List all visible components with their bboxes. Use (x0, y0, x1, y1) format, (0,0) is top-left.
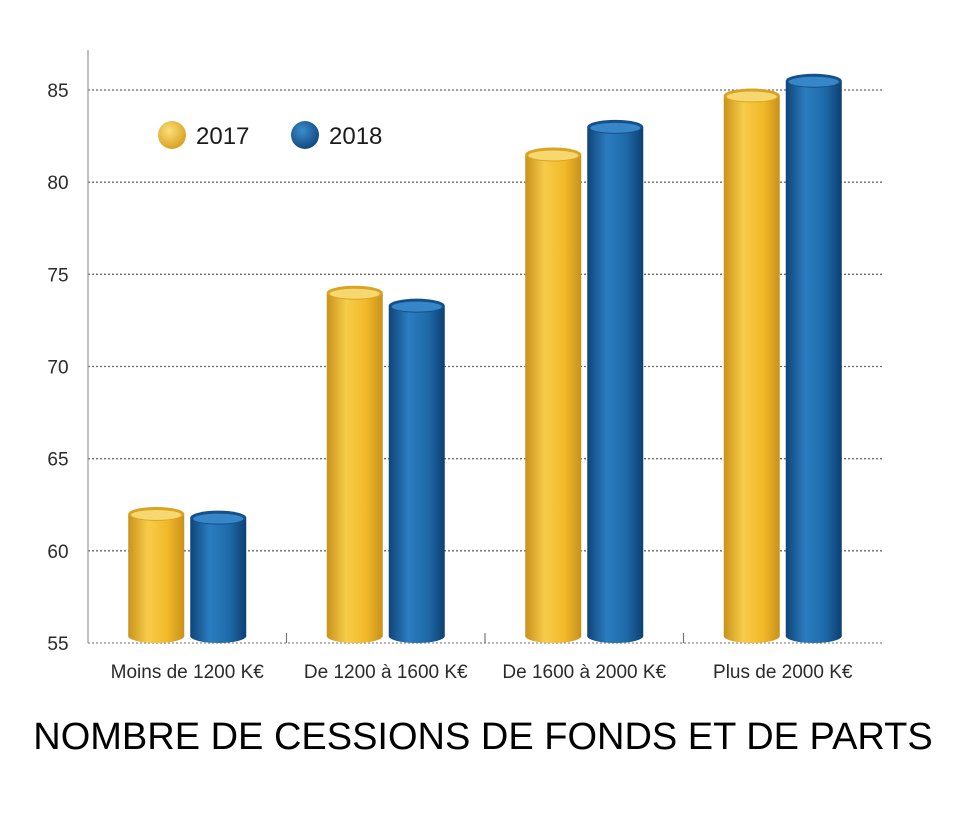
y-tick-label: 85 (47, 81, 68, 102)
bar-base (723, 629, 780, 643)
y-tick-label: 70 (47, 358, 68, 379)
bar-cap (391, 301, 442, 312)
bar-cap (590, 122, 641, 133)
bar-cap (193, 513, 244, 524)
legend-marker-2017 (158, 121, 186, 149)
legend-label-2018: 2018 (329, 123, 382, 150)
bar-chart: 55 60 65 70 75 80 85 Moins de 1200 K€ De 1200 à … (47, 50, 882, 683)
y-tick-label: 55 (47, 634, 68, 655)
y-tick-label: 60 (47, 542, 68, 563)
bar-body (190, 517, 247, 636)
bar-base (785, 629, 842, 643)
bar-body (128, 513, 185, 636)
legend-label-2017: 2017 (196, 123, 249, 150)
bar-cap (528, 150, 579, 161)
bar-base (525, 629, 582, 643)
bar-cap (329, 288, 380, 299)
y-tick-label: 75 (47, 265, 68, 286)
x-tick-label: Moins de 1200 K€ (111, 662, 265, 683)
bar-2018-1 (190, 510, 247, 643)
bar-body (388, 305, 445, 636)
bar-2017-4 (723, 88, 780, 643)
legend-marker-2018 (291, 121, 319, 149)
bar-body (326, 292, 383, 636)
x-tick-label: Plus de 2000 K€ (713, 662, 853, 683)
bar-body (785, 80, 842, 637)
bar-cap (131, 509, 182, 520)
bar-body (723, 95, 780, 636)
bar-2017-1 (128, 506, 185, 643)
bar-base (388, 629, 445, 643)
bar-2018-4 (785, 73, 842, 643)
chart-title: NOMBRE DE CESSIONS DE FONDS ET DE PARTS (33, 716, 933, 758)
bar-2018-2 (388, 298, 445, 643)
bar-base (190, 629, 247, 643)
bar-base (326, 629, 383, 643)
bar-cap (788, 76, 839, 87)
bar-2017-3 (525, 147, 582, 643)
bar-cap (726, 91, 777, 102)
bar-body (587, 126, 644, 636)
bar-base (587, 629, 644, 643)
y-tick-label: 65 (47, 450, 68, 471)
x-tick-label: De 1600 à 2000 K€ (502, 662, 666, 683)
bar-base (128, 629, 185, 643)
bar-body (525, 154, 582, 636)
x-tick-label: De 1200 à 1600 K€ (304, 662, 468, 683)
bar-2018-3 (587, 119, 644, 643)
y-tick-label: 80 (47, 173, 68, 194)
bar-2017-2 (326, 285, 383, 643)
